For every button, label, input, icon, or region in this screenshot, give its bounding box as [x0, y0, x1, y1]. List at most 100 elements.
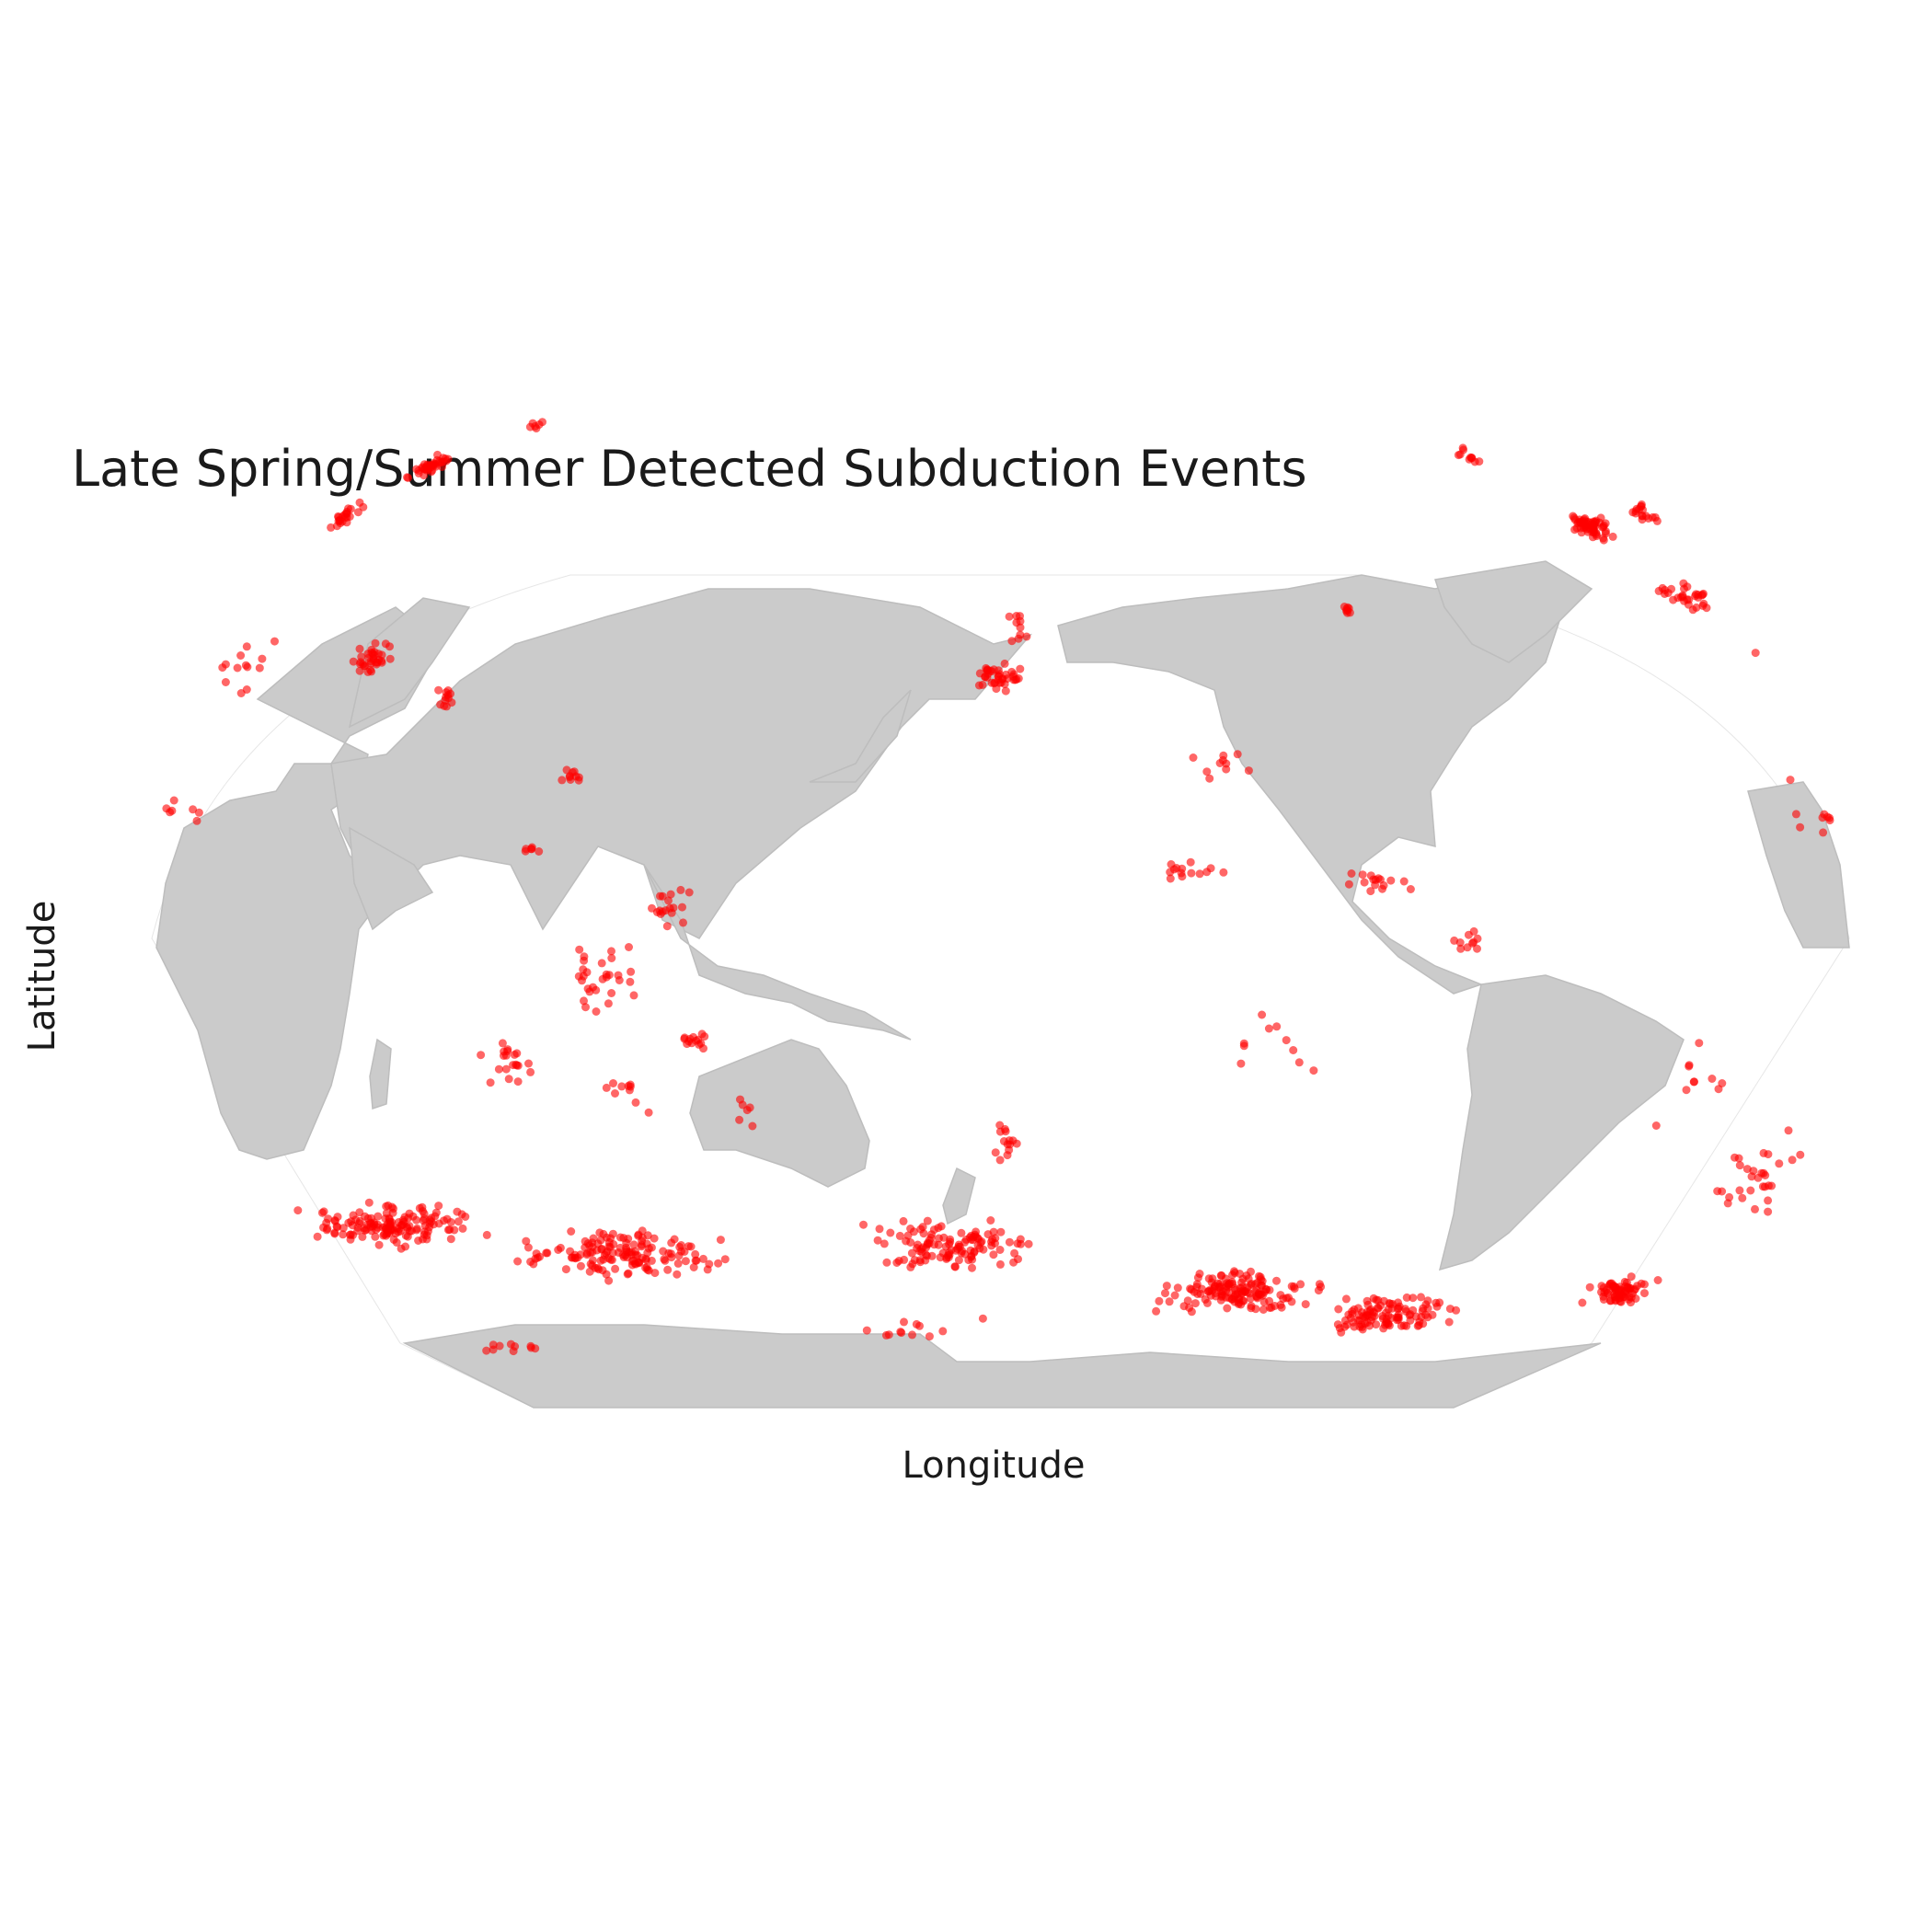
subduction-event-point: [1759, 1148, 1768, 1157]
subduction-event-point: [414, 1236, 423, 1245]
subduction-event-point: [364, 653, 374, 662]
subduction-event-point: [880, 1239, 889, 1248]
subduction-event-point: [1669, 595, 1678, 604]
subduction-event-point: [1714, 1085, 1723, 1094]
subduction-event-point: [912, 1319, 921, 1328]
subduction-event-point: [941, 1242, 950, 1251]
subduction-event-point: [434, 685, 443, 695]
subduction-event-point: [921, 1256, 930, 1265]
subduction-event-point: [1394, 1315, 1403, 1324]
subduction-event-point: [353, 1223, 362, 1232]
subduction-event-point: [581, 1003, 590, 1012]
subduction-event-point: [906, 1262, 915, 1271]
subduction-event-point: [918, 1223, 927, 1232]
subduction-event-point: [1791, 810, 1800, 819]
subduction-event-point: [1309, 1066, 1318, 1075]
subduction-event-point: [1216, 1271, 1225, 1280]
subduction-event-point: [374, 1212, 383, 1221]
subduction-event-point: [625, 943, 633, 951]
subduction-event-point: [1454, 451, 1463, 460]
subduction-event-point: [1754, 1173, 1763, 1182]
subduction-event-point: [495, 1341, 504, 1351]
subduction-event-point: [1162, 1282, 1171, 1291]
subduction-event-point: [629, 1256, 638, 1265]
subduction-event-point: [626, 1082, 635, 1091]
subduction-event-point: [592, 1007, 601, 1016]
subduction-event-point: [339, 1230, 348, 1239]
subduction-event-point: [362, 1220, 372, 1229]
subduction-event-point: [1698, 590, 1708, 599]
subduction-event-point: [1723, 1199, 1732, 1208]
subduction-event-point: [1202, 868, 1212, 877]
land-scandinavia: [348, 597, 471, 729]
subduction-event-point: [543, 1248, 552, 1258]
subduction-event-point: [637, 1242, 646, 1251]
subduction-event-point: [656, 891, 664, 901]
subduction-event-point: [626, 977, 635, 986]
subduction-event-point: [700, 1032, 709, 1041]
subduction-event-point: [581, 1243, 590, 1252]
land-new-zealand: [942, 1167, 976, 1225]
subduction-event-point: [607, 954, 616, 962]
subduction-event-point: [355, 1208, 364, 1217]
subduction-event-point: [1382, 1308, 1390, 1317]
subduction-event-point: [1201, 1294, 1210, 1304]
subduction-event-point: [681, 1257, 690, 1266]
subduction-event-point: [686, 1242, 696, 1251]
subduction-event-point: [1256, 1290, 1265, 1299]
subduction-event-point: [500, 1052, 508, 1060]
subduction-event-point: [1708, 1075, 1717, 1083]
subduction-event-point: [675, 1242, 684, 1251]
subduction-event-point: [934, 1224, 943, 1233]
subduction-event-point: [1363, 1296, 1372, 1305]
subduction-event-point: [1196, 1289, 1205, 1298]
subduction-event-point: [1742, 1165, 1752, 1174]
subduction-event-point: [1294, 1058, 1304, 1067]
subduction-event-point: [221, 678, 230, 686]
subduction-event-point: [903, 1231, 913, 1240]
subduction-event-point: [580, 996, 588, 1006]
subduction-event-point: [873, 1236, 882, 1245]
subduction-event-point: [673, 1259, 683, 1268]
land-southeast-asia: [643, 864, 912, 1041]
subduction-event-point: [1463, 943, 1472, 952]
subduction-event-point: [958, 1247, 967, 1256]
subduction-event-point: [611, 1264, 620, 1273]
subduction-event-point: [327, 523, 336, 532]
subduction-event-point: [349, 657, 358, 666]
subduction-event-point: [611, 1089, 619, 1098]
subduction-event-point: [1251, 1305, 1260, 1314]
land-eurasia: [330, 588, 1033, 939]
subduction-event-point: [313, 1232, 322, 1241]
subduction-event-point: [1621, 1282, 1630, 1291]
subduction-event-point: [501, 1064, 511, 1074]
subduction-event-point: [983, 665, 992, 674]
land-australia: [689, 1039, 870, 1188]
subduction-event-point: [629, 991, 638, 1000]
subduction-event-point: [1360, 878, 1369, 887]
subduction-event-point: [1022, 632, 1031, 641]
subduction-event-point: [1409, 1294, 1418, 1303]
subduction-event-point: [1334, 1305, 1343, 1314]
subduction-event-point: [1690, 1077, 1698, 1087]
subduction-event-point: [1464, 930, 1473, 939]
subduction-event-point: [968, 1263, 976, 1272]
subduction-event-point: [1195, 1270, 1204, 1278]
subduction-event-point: [602, 1083, 611, 1092]
subduction-event-point: [623, 1270, 632, 1279]
subduction-event-point: [258, 654, 267, 663]
subduction-event-point: [322, 1225, 331, 1235]
subduction-event-point: [1185, 1304, 1194, 1312]
subduction-event-point: [1011, 675, 1020, 684]
subduction-event-point: [1713, 1187, 1722, 1196]
subduction-event-point: [969, 1233, 978, 1241]
subduction-event-point: [341, 509, 351, 518]
subduction-event-point: [1406, 1310, 1415, 1319]
subduction-event-point: [1267, 1303, 1276, 1312]
subduction-event-point: [629, 1240, 638, 1249]
subduction-event-point: [1572, 523, 1581, 533]
subduction-event-point: [954, 1256, 963, 1265]
subduction-event-point: [445, 1225, 454, 1235]
subduction-event-point: [1423, 1296, 1432, 1305]
subduction-event-point: [1825, 816, 1834, 825]
